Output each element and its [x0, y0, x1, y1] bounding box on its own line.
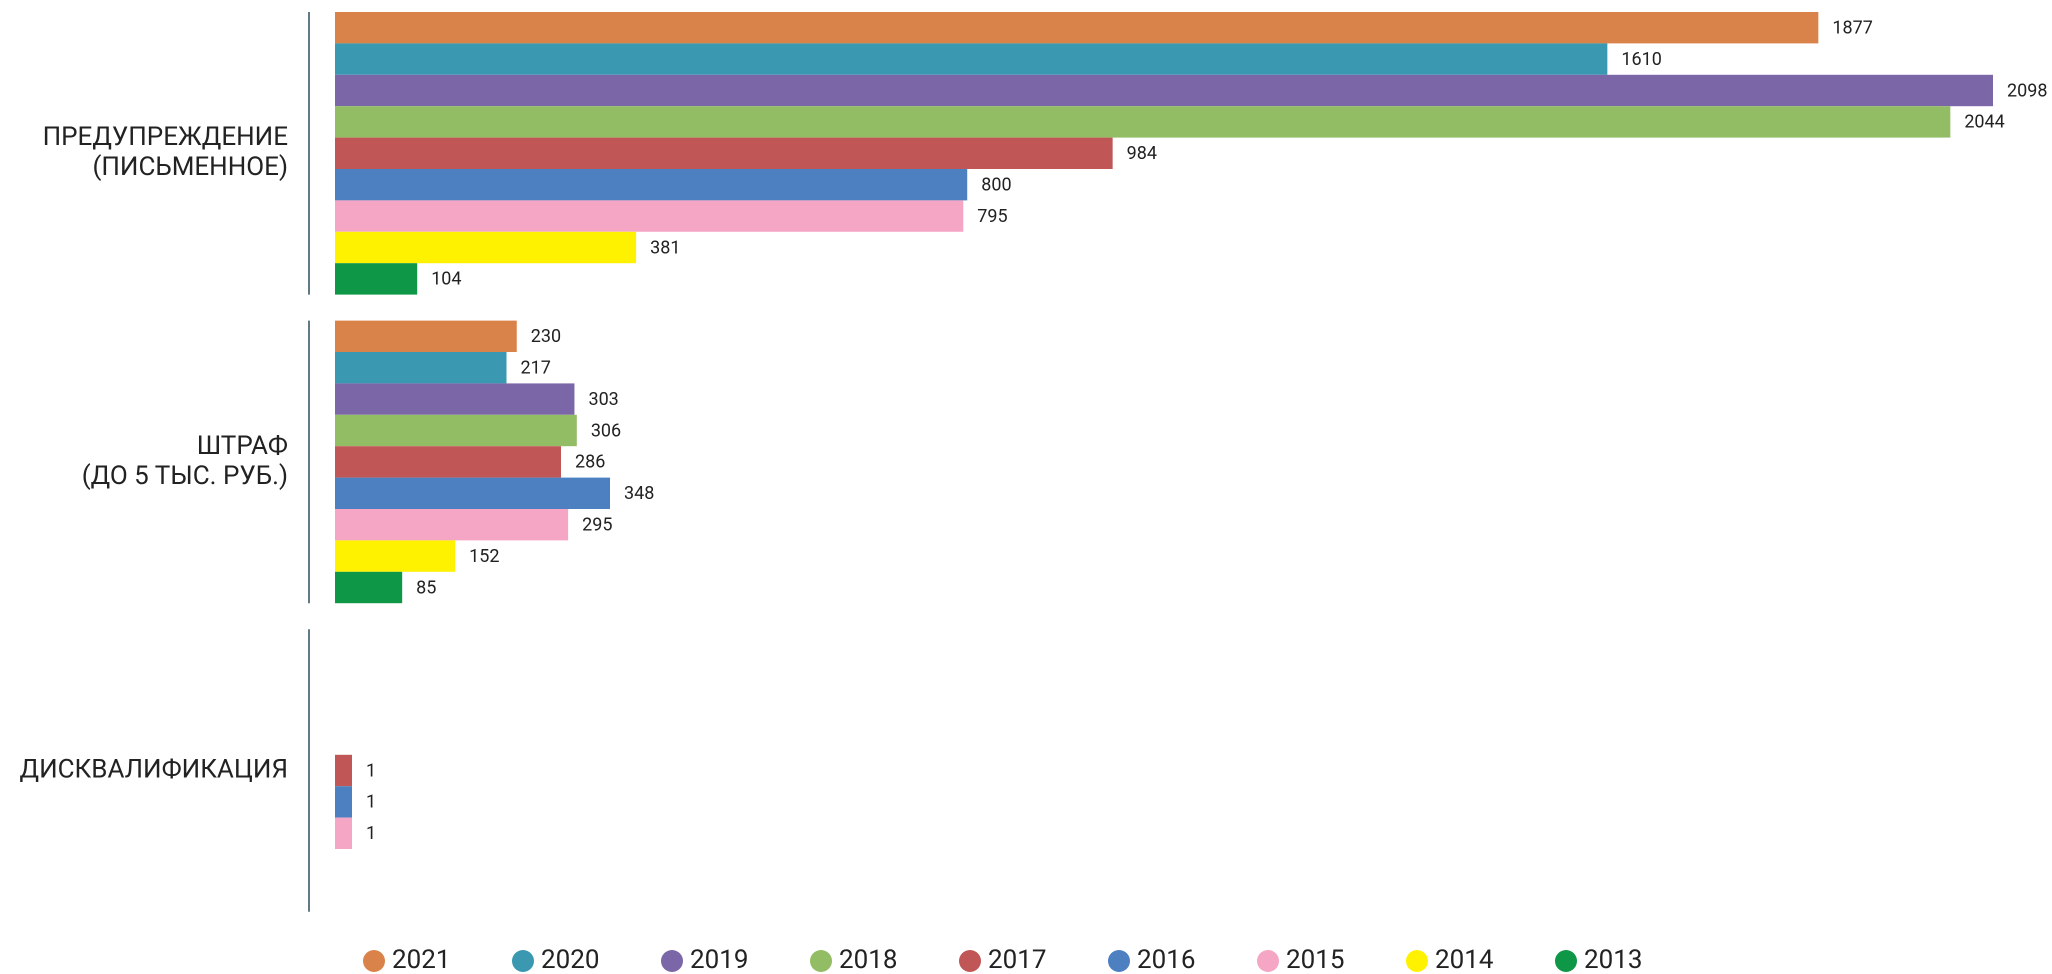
legend-label: 2018 [839, 945, 897, 974]
data-label: 286 [575, 452, 605, 473]
bar [335, 43, 1608, 75]
data-label: 2044 [1964, 112, 2004, 133]
data-label: 217 [520, 357, 550, 378]
data-label: 230 [531, 326, 561, 347]
legend-swatch [810, 950, 832, 972]
data-label: 1 [366, 823, 376, 844]
legend-label: 2021 [392, 945, 450, 974]
category-label: (ПИСЬМЕННОЕ) [92, 152, 288, 182]
bar [335, 320, 517, 352]
bar [335, 817, 352, 849]
bar [335, 169, 968, 201]
bar [335, 263, 418, 295]
legend-label: 2013 [1584, 945, 1642, 974]
legend-label: 2016 [1137, 945, 1195, 974]
legend-swatch [512, 950, 534, 972]
legend-swatch [1257, 950, 1279, 972]
category-label: ДИСКВАЛИФИКАЦИЯ [20, 754, 288, 784]
category-label: ПРЕДУПРЕЖДЕНИЕ [43, 122, 288, 152]
data-label: 1877 [1832, 17, 1872, 38]
data-label: 795 [977, 206, 1007, 227]
data-label: 303 [588, 389, 618, 410]
legend-swatch [1555, 950, 1577, 972]
bar [335, 786, 352, 818]
legend-swatch [959, 950, 981, 972]
legend-label: 2020 [541, 945, 599, 974]
category-label: ШТРАФ [197, 431, 288, 461]
legend-label: 2014 [1435, 945, 1494, 974]
bar [335, 200, 964, 232]
data-label: 984 [1127, 143, 1157, 164]
data-label: 800 [981, 174, 1011, 195]
bar [335, 509, 569, 541]
bar [335, 414, 577, 447]
bar [335, 352, 507, 384]
legend-label: 2017 [988, 945, 1046, 974]
data-label: 1610 [1621, 49, 1661, 70]
bar [335, 74, 1993, 107]
bar [335, 477, 611, 509]
bar [335, 540, 456, 572]
data-label: 85 [416, 577, 436, 598]
legend-label: 2015 [1286, 945, 1344, 974]
legend-swatch [1108, 950, 1130, 972]
legend-swatch [363, 950, 385, 972]
data-label: 1 [366, 792, 376, 813]
category-label: (ДО 5 ТЫС. РУБ.) [82, 461, 288, 491]
data-label: 295 [582, 514, 612, 535]
data-label: 348 [624, 483, 654, 504]
bar [335, 106, 1951, 138]
bar [335, 137, 1113, 169]
legend-swatch [1406, 950, 1428, 972]
data-label: 381 [650, 237, 680, 258]
data-label: 1 [366, 760, 376, 781]
bar [335, 446, 562, 478]
bar [335, 231, 637, 264]
data-label: 2098 [2007, 80, 2047, 101]
data-label: 104 [431, 269, 461, 290]
bar [335, 754, 352, 787]
data-label: 152 [469, 546, 499, 567]
bar [335, 383, 575, 415]
legend-label: 2019 [690, 945, 748, 974]
bar [335, 571, 403, 604]
data-label: 306 [591, 420, 621, 441]
bar [335, 12, 1819, 44]
legend-swatch [661, 950, 683, 972]
